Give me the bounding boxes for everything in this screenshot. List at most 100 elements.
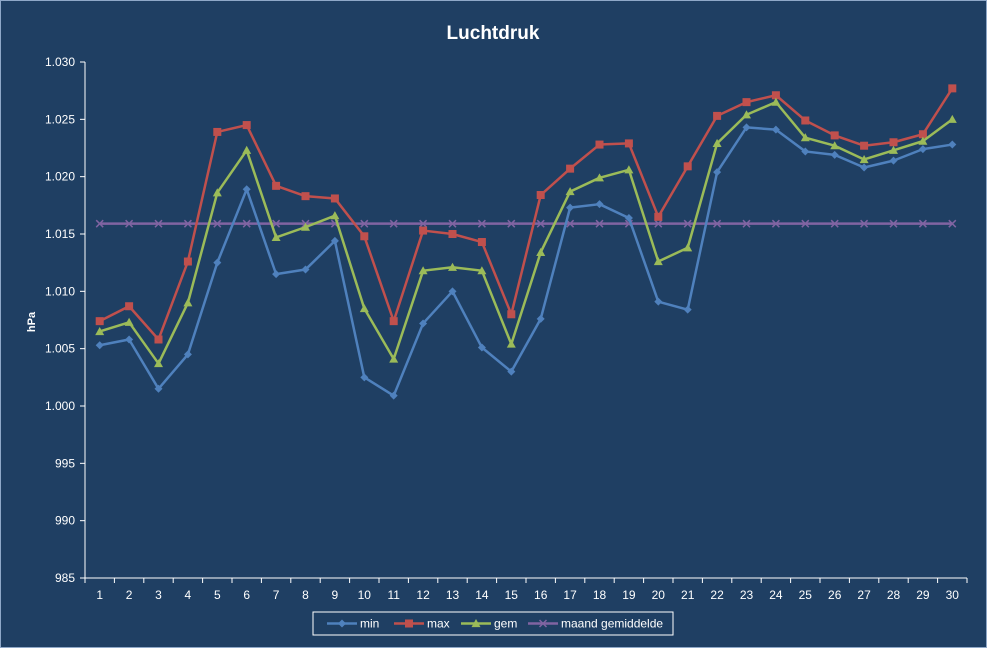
series-min (95, 123, 957, 400)
data-point-min (948, 140, 957, 149)
y-tick-label: 1.025 (45, 112, 75, 126)
data-point-maand-gemiddelde (830, 219, 839, 228)
x-tick-label: 14 (475, 588, 489, 602)
data-point-max (360, 232, 369, 241)
data-point-gem (183, 298, 193, 307)
data-point-min (801, 147, 810, 156)
x-tick-label: 13 (446, 588, 460, 602)
data-point-min (360, 373, 369, 382)
y-tick-label: 1.020 (45, 170, 75, 184)
data-point-gem (624, 165, 634, 174)
x-tick-label: 20 (652, 588, 666, 602)
data-point-maand-gemiddelde (125, 219, 134, 228)
legend-entry-min: min (327, 617, 379, 631)
data-point-gem (271, 232, 281, 242)
legend-marker (338, 619, 346, 628)
series-line-min (99, 126, 953, 397)
data-point-maand-gemiddelde (389, 219, 398, 228)
x-tick-label: 9 (332, 588, 339, 602)
data-point-gem (742, 110, 751, 119)
data-point-maand-gemiddelde (242, 219, 251, 228)
data-point-maand-gemiddelde (536, 219, 545, 228)
data-point-gem (124, 317, 134, 326)
x-tick-label: 10 (358, 588, 372, 602)
data-point-maand-gemiddelde (654, 219, 663, 228)
data-point-min (830, 150, 839, 159)
x-tick-label: 7 (273, 588, 280, 602)
legend-label: gem (494, 617, 517, 631)
data-point-max (213, 127, 222, 136)
data-point-max (595, 140, 604, 149)
x-tick-label: 27 (857, 588, 871, 602)
x-tick-label: 30 (946, 588, 960, 602)
data-point-gem (947, 114, 957, 123)
data-point-gem (212, 188, 222, 197)
data-point-min (95, 341, 104, 350)
x-tick-label: 11 (387, 588, 400, 602)
data-point-maand-gemiddelde (477, 219, 486, 228)
data-point-gem (389, 354, 399, 363)
data-point-max (301, 192, 310, 201)
x-tick-label: 17 (563, 588, 577, 602)
data-point-max (624, 139, 633, 148)
data-point-min (536, 314, 545, 323)
x-tick-label: 24 (769, 588, 783, 602)
data-point-max (654, 212, 663, 221)
data-point-max (448, 230, 457, 238)
x-tick-label: 28 (887, 588, 901, 602)
y-tick-label: 1.030 (45, 55, 75, 69)
x-tick-label: 12 (416, 588, 430, 602)
x-tick-label: 15 (505, 588, 519, 602)
data-point-max (889, 138, 898, 147)
x-tick-label: 22 (710, 588, 724, 602)
x-tick-label: 18 (593, 588, 607, 602)
data-point-gem (418, 266, 428, 275)
data-point-max (536, 191, 545, 200)
y-axis-ticks: 985 990 995 1.000 1.005 1.010 1.015 1.020 1.025 1… (45, 55, 85, 585)
data-point-max (713, 111, 722, 120)
data-point-min (683, 305, 692, 314)
data-point-maand-gemiddelde (183, 219, 192, 228)
legend-marker (538, 619, 548, 628)
data-point-maand-gemiddelde (683, 219, 692, 228)
data-point-min (301, 265, 310, 274)
series-line-gem (99, 100, 954, 365)
chart-title: Luchtdruk (447, 23, 540, 44)
data-point-gem (242, 145, 252, 154)
data-point-gem (448, 262, 457, 271)
legend-entry-maand-gemiddelde: maand gemiddelde (528, 617, 663, 631)
data-point-min (566, 203, 575, 212)
x-tick-label: 29 (916, 588, 930, 602)
data-point-gem (859, 154, 869, 164)
data-point-max (566, 164, 575, 173)
data-point-min (860, 163, 869, 172)
data-point-max (507, 310, 516, 319)
x-tick-label: 8 (302, 588, 309, 602)
y-tick-label: 1.000 (45, 399, 75, 413)
data-point-max (742, 98, 751, 107)
x-tick-label: 16 (534, 588, 548, 602)
data-point-gem (712, 138, 722, 148)
y-tick-label: 995 (55, 456, 75, 470)
x-tick-label: 4 (185, 588, 192, 602)
data-point-max (95, 317, 104, 326)
data-point-max (272, 181, 281, 190)
data-point-min (272, 270, 281, 279)
data-point-maand-gemiddelde (213, 219, 222, 228)
series-line-max (99, 87, 954, 341)
data-point-max (683, 162, 692, 171)
data-point-max (477, 238, 486, 247)
data-point-maand-gemiddelde (918, 219, 927, 228)
data-point-gem (477, 266, 487, 275)
data-point-gem (918, 136, 928, 145)
y-tick-label: 1.005 (45, 342, 75, 356)
data-point-max (419, 226, 428, 235)
x-tick-label: 6 (243, 588, 250, 602)
data-point-min (918, 145, 927, 154)
data-point-min (125, 335, 134, 344)
x-tick-label: 25 (799, 588, 813, 602)
data-point-max (125, 302, 134, 311)
data-point-maand-gemiddelde (948, 219, 957, 228)
